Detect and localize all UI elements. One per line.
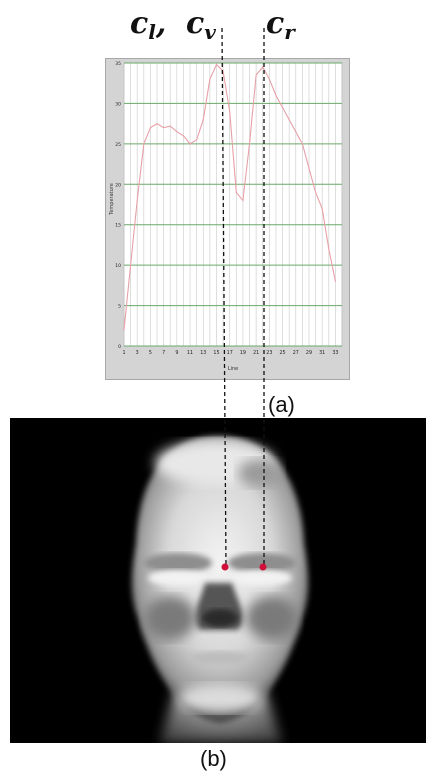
right-eye-region (228, 553, 296, 573)
data-point (262, 66, 264, 68)
data-point (136, 199, 138, 202)
data-point (295, 131, 297, 133)
thermal-face-image (10, 418, 426, 743)
thermal-face-drawing (10, 418, 426, 743)
label-c-l: cl, (130, 6, 167, 44)
data-point (255, 74, 257, 76)
x-tick-label: 3 (136, 350, 139, 356)
data-point (215, 64, 218, 66)
data-point (281, 106, 284, 109)
data-point (189, 143, 191, 145)
data-point (229, 110, 231, 113)
left-eye-region (144, 553, 212, 573)
data-point (314, 191, 317, 193)
x-tick-label: 29 (306, 350, 312, 356)
data-point (182, 135, 185, 137)
x-tick-label: 23 (266, 350, 272, 356)
y-axis-label: Temperature (109, 183, 115, 216)
data-point (130, 264, 132, 266)
data-point (123, 329, 125, 331)
data-point (308, 167, 310, 169)
plot-area (123, 62, 343, 347)
y-tick-label: 30 (115, 101, 121, 107)
label-row: cl, cv cr (0, 0, 434, 60)
data-point (176, 131, 178, 133)
data-point (321, 207, 323, 210)
x-tick-label: 31 (319, 350, 325, 356)
data-point (248, 143, 251, 145)
label-c-r: cr (266, 6, 295, 44)
x-tick-label: 7 (162, 350, 165, 356)
x-tick-label: 11 (187, 350, 193, 356)
x-tick-label: 17 (227, 350, 233, 356)
line-chart-panel: 0 5 10 15 20 25 30 35 1 3 5 7 9 11 13 15 17 19 21 23 25 27 29 3… (105, 58, 350, 380)
y-tick-label: 0 (118, 344, 121, 350)
caption-b: (b) (200, 746, 227, 771)
x-tick-label: 21 (253, 350, 259, 356)
label-c-v: cv (186, 6, 216, 44)
data-point (275, 94, 277, 96)
x-tick-label: 5 (149, 350, 152, 356)
caption-a: (a) (268, 392, 295, 417)
y-tick-label: 5 (118, 304, 121, 310)
x-tick-label: 13 (200, 350, 206, 356)
x-axis-label: Line (228, 366, 238, 372)
data-point (196, 139, 198, 141)
data-point (235, 191, 237, 193)
y-tick-label: 10 (115, 263, 121, 269)
data-point (202, 119, 204, 121)
data-point (301, 143, 303, 145)
y-tick-label: 15 (115, 223, 121, 229)
data-point (143, 143, 145, 145)
mouth (190, 651, 250, 665)
x-tick-label: 15 (213, 350, 219, 356)
data-point (169, 125, 171, 127)
data-point (328, 248, 330, 250)
x-tick-label: 33 (332, 350, 338, 356)
x-tick-label: 25 (279, 350, 285, 356)
x-tick-label: 27 (293, 350, 299, 356)
x-tick-label: 1 (122, 350, 125, 356)
x-tick-label: 9 (175, 350, 178, 356)
data-point (163, 127, 165, 129)
data-point (156, 123, 158, 125)
data-point (334, 280, 336, 282)
data-point (268, 78, 270, 80)
data-point (209, 78, 211, 80)
x-tick-label: 19 (240, 350, 246, 356)
data-point (149, 127, 152, 129)
y-tick-label: 25 (115, 142, 121, 148)
marker-right-dot (259, 563, 267, 571)
y-tick-label: 20 (115, 182, 121, 188)
y-tick-label: 35 (115, 61, 121, 67)
dashed-line-left (221, 27, 227, 567)
data-point (288, 119, 290, 121)
marker-left-dot (221, 563, 229, 571)
data-point (242, 199, 244, 202)
